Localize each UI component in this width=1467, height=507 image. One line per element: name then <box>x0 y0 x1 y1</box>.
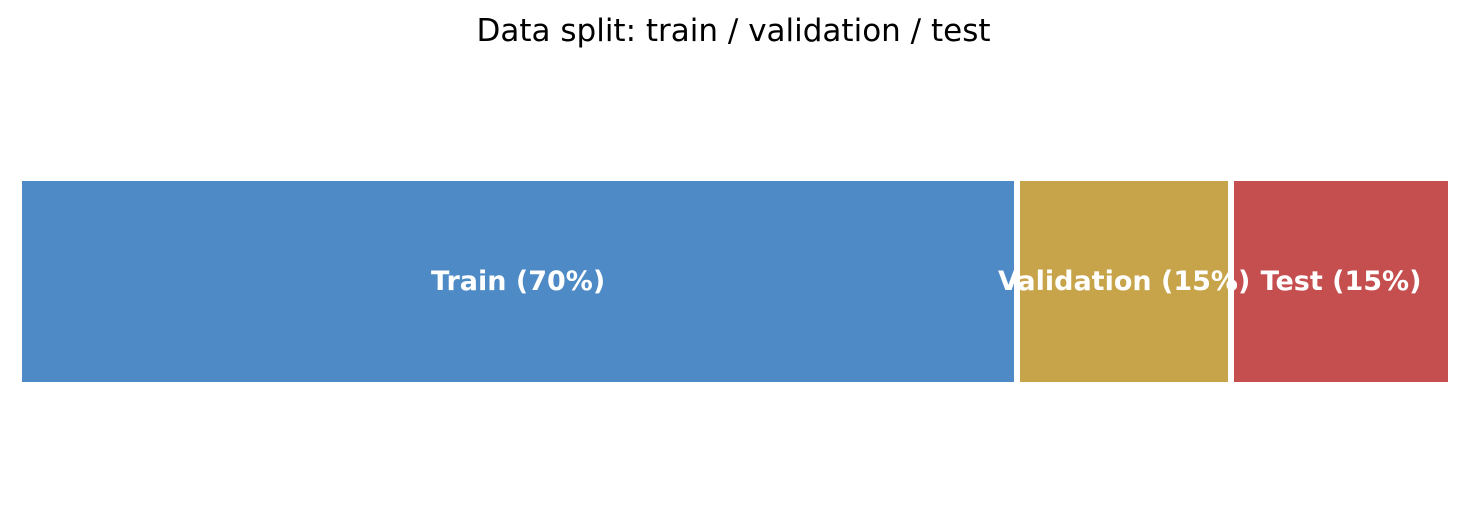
bar-segment-label: Validation (15%) <box>997 266 1251 297</box>
stacked-bar: Train (70%) Validation (15%) Test (15%) <box>22 181 1448 382</box>
bar-segment-test: Test (15%) <box>1234 181 1448 382</box>
bar-segment-train: Train (70%) <box>22 181 1021 382</box>
chart-title: Data split: train / validation / test <box>476 13 991 49</box>
bar-segment-validation: Validation (15%) <box>998 181 1250 382</box>
bar-segment-label: Test (15%) <box>1260 266 1422 297</box>
bar-segment-label: Train (70%) <box>431 266 606 297</box>
